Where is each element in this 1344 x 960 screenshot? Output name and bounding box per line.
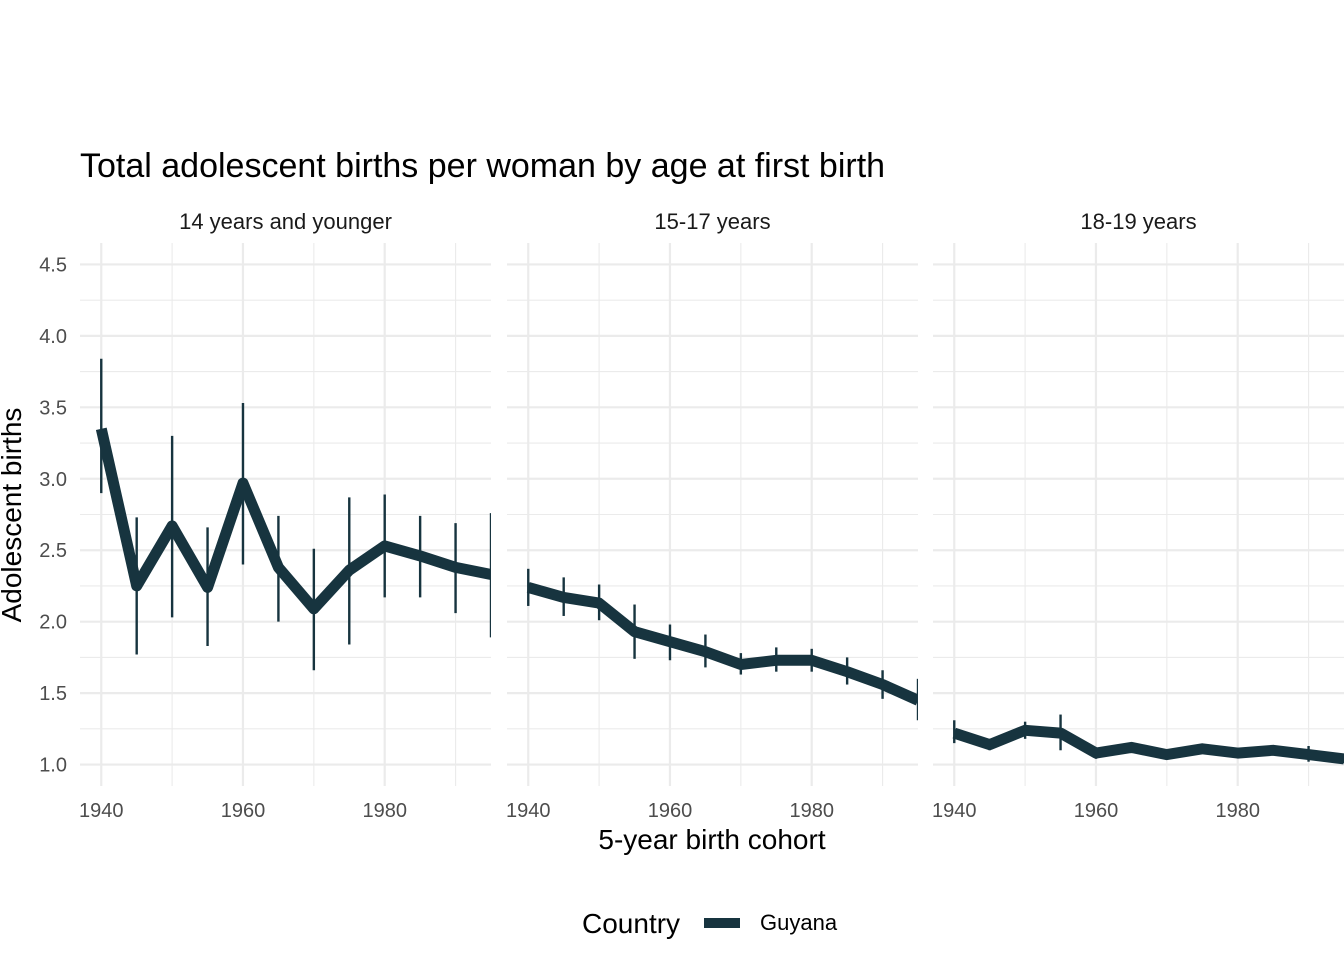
y-tick-label: 3.5 bbox=[39, 397, 67, 419]
series-guyana bbox=[952, 714, 1344, 765]
y-axis-ticks: 1.0 1.5 2.0 2.5 3.0 3.5 4.0 4.5 bbox=[39, 254, 67, 776]
legend-title: Country bbox=[582, 908, 680, 939]
x-tick-label: 1940 bbox=[932, 800, 977, 822]
chart-title: Total adolescent births per woman by age… bbox=[80, 147, 885, 185]
legend-key-guyana bbox=[704, 918, 740, 928]
series-line bbox=[95, 427, 491, 615]
x-tick-label: 1940 bbox=[79, 800, 124, 822]
facet-panel: 1940 1960 1980 14 years and younger bbox=[79, 209, 491, 822]
facet-strip-label: 15-17 years bbox=[654, 209, 770, 234]
x-tick-label: 1940 bbox=[506, 800, 551, 822]
y-tick-label: 4.0 bbox=[39, 326, 67, 348]
legend: Country Guyana bbox=[582, 908, 838, 939]
facet-panel: 1940 1960 1980 18-19 years bbox=[932, 209, 1344, 822]
series-line bbox=[952, 724, 1344, 765]
y-tick-label: 1.0 bbox=[39, 755, 67, 777]
x-tick-label: 1960 bbox=[648, 800, 693, 822]
legend-label-guyana: Guyana bbox=[760, 910, 838, 935]
y-tick-label: 2.0 bbox=[39, 612, 67, 634]
facet-strip-label: 14 years and younger bbox=[179, 209, 392, 234]
x-tick-label: 1980 bbox=[1215, 800, 1260, 822]
facet-panel: 1940 1960 1980 15-17 years bbox=[506, 209, 918, 822]
y-tick-label: 1.5 bbox=[39, 683, 67, 705]
x-axis-title: 5-year birth cohort bbox=[598, 824, 825, 855]
y-tick-label: 4.5 bbox=[39, 254, 67, 276]
series-guyana bbox=[526, 568, 918, 721]
facet-strip-label: 18-19 years bbox=[1080, 209, 1196, 234]
x-tick-label: 1980 bbox=[789, 800, 834, 822]
x-tick-label: 1960 bbox=[1074, 800, 1119, 822]
series-guyana bbox=[95, 358, 491, 671]
y-tick-label: 2.5 bbox=[39, 540, 67, 562]
y-axis-title: Adolescent births bbox=[0, 408, 27, 623]
facet-panels: 1940 1960 1980 14 years and younger 1940 1960… bbox=[79, 209, 1344, 822]
y-tick-label: 3.0 bbox=[39, 469, 67, 491]
x-tick-label: 1960 bbox=[221, 800, 266, 822]
series-line bbox=[526, 582, 918, 706]
x-tick-label: 1980 bbox=[362, 800, 407, 822]
